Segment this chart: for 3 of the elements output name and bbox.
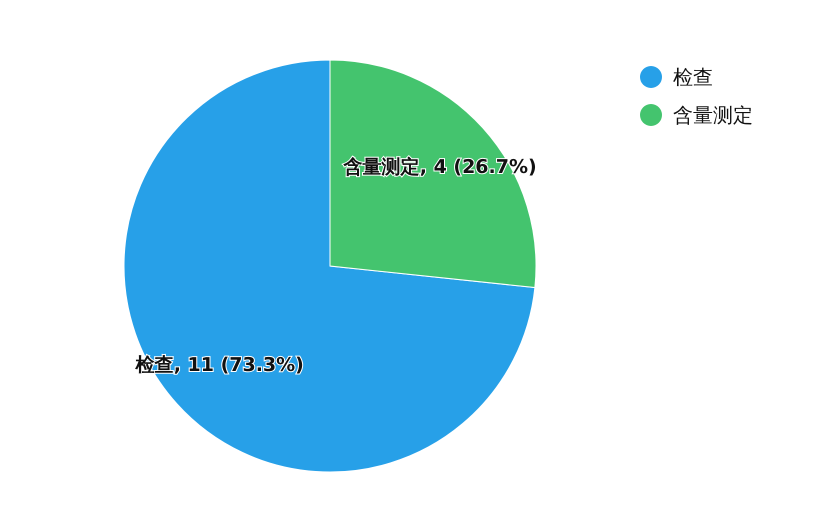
legend-label: 检查	[673, 64, 713, 91]
legend-label: 含量测定	[673, 102, 753, 129]
pie-slice	[124, 60, 536, 472]
